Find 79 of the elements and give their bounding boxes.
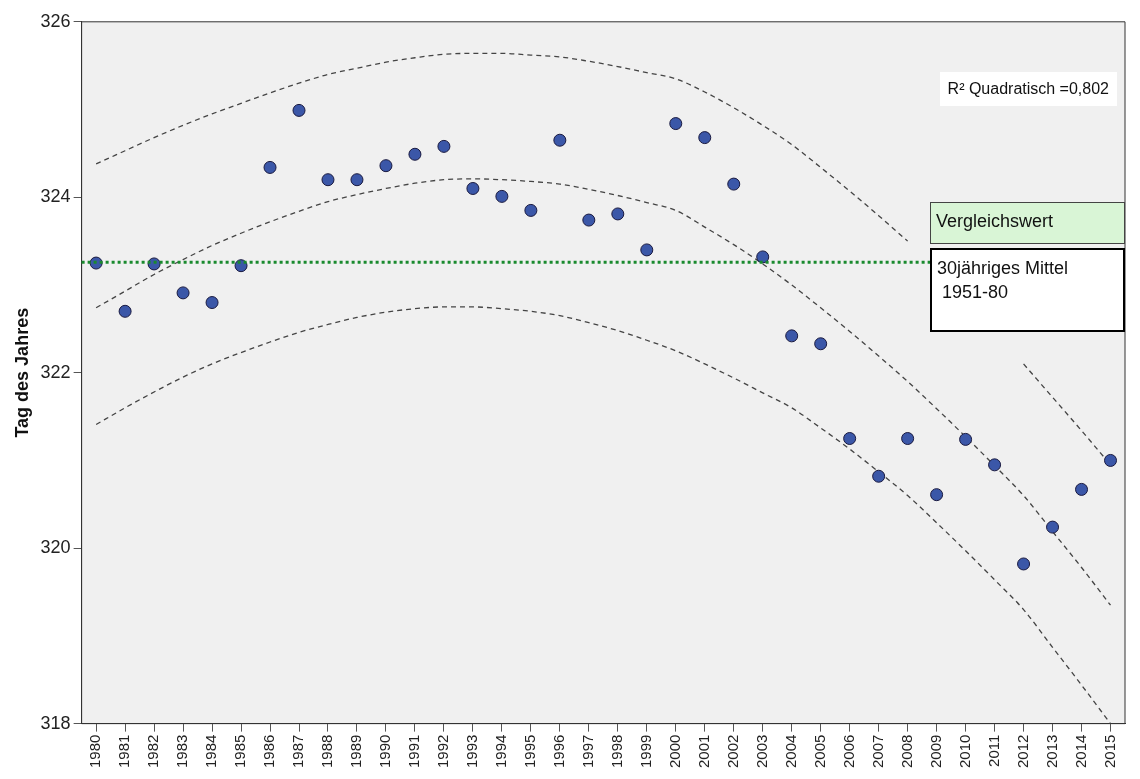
x-tick-label: 1998: [607, 734, 625, 769]
point: [1104, 453, 1118, 467]
x-tick-label: 2002: [723, 734, 741, 769]
x-tick-label: 2013: [1042, 734, 1060, 769]
x-tick-label: 2011: [984, 734, 1002, 767]
y-axis-title: Tag des Jahres: [11, 307, 32, 438]
note-box: 30jähriges Mittel 1951-80: [930, 248, 1125, 333]
x-tick-label: 1987: [289, 734, 307, 769]
point: [553, 133, 567, 147]
point: [640, 243, 654, 257]
point: [814, 337, 828, 351]
x-tick-label: 1989: [347, 734, 365, 769]
point: [756, 250, 770, 264]
x-tick-label: 2008: [897, 734, 915, 769]
point: [988, 458, 1002, 472]
x-tick-label: 2009: [926, 734, 944, 769]
x-tick-label: 1999: [636, 734, 654, 769]
x-tick-label: 1997: [578, 734, 596, 769]
point: [727, 177, 741, 191]
x-tick-label: 2003: [752, 734, 770, 769]
x-tick-label: 2005: [810, 734, 828, 769]
note-box: R² Quadratisch =0,802: [939, 71, 1117, 106]
point: [1017, 557, 1031, 571]
point: [930, 488, 944, 502]
x-tick-label: 1994: [492, 734, 510, 769]
point: [495, 189, 509, 203]
point: [1046, 520, 1060, 534]
point: [321, 173, 335, 187]
x-tick-label: 1990: [376, 734, 394, 769]
point: [263, 160, 277, 174]
y-tick-label: 320: [40, 537, 71, 558]
x-tick-label: 1988: [318, 734, 336, 769]
point: [437, 139, 451, 153]
line-series: [95, 178, 1112, 606]
x-tick-label: 2006: [839, 734, 857, 769]
x-tick-label: 1983: [173, 734, 191, 769]
y-tick-label: 326: [40, 10, 71, 31]
y-tick-label: 322: [40, 361, 71, 382]
x-tick-label: 1986: [260, 734, 278, 769]
point: [582, 213, 596, 227]
point: [785, 329, 799, 343]
x-tick-label: 2012: [1013, 734, 1031, 769]
x-tick-label: 2007: [868, 734, 886, 769]
point: [408, 147, 422, 161]
x-tick-label: 2014: [1071, 734, 1089, 769]
x-tick-label: 1993: [463, 734, 481, 769]
x-tick-label: 2010: [955, 734, 973, 769]
point: [350, 173, 364, 187]
x-tick-label: 2004: [781, 734, 799, 769]
point: [901, 432, 915, 446]
x-tick-label: 1982: [144, 734, 162, 769]
point: [466, 181, 480, 195]
x-tick-label: 2000: [665, 734, 683, 769]
x-tick-label: 1991: [405, 734, 423, 769]
x-tick-label: 1992: [434, 734, 452, 769]
point: [1075, 482, 1089, 496]
point: [611, 207, 625, 221]
y-tick-label: 318: [40, 712, 71, 733]
point: [292, 103, 306, 117]
label-box: Vergleichswert: [930, 202, 1125, 245]
x-tick-label: 1996: [549, 734, 567, 769]
point: [205, 296, 219, 310]
point: [524, 203, 538, 217]
x-tick-label: 1984: [202, 734, 220, 769]
x-tick-label: 1980: [86, 734, 104, 769]
point: [669, 117, 683, 131]
x-tick-label: 2001: [694, 734, 712, 769]
x-tick-label: 1981: [115, 734, 133, 769]
point: [872, 469, 886, 483]
y-tick-label: 324: [40, 186, 71, 207]
point: [379, 159, 393, 173]
x-tick-label: 1985: [231, 734, 249, 769]
x-tick-label: 2015: [1100, 734, 1118, 769]
point: [843, 432, 857, 446]
point: [176, 286, 190, 300]
point: [118, 304, 132, 318]
point: [698, 131, 712, 145]
x-tick-label: 1995: [521, 734, 538, 769]
point: [959, 432, 973, 446]
